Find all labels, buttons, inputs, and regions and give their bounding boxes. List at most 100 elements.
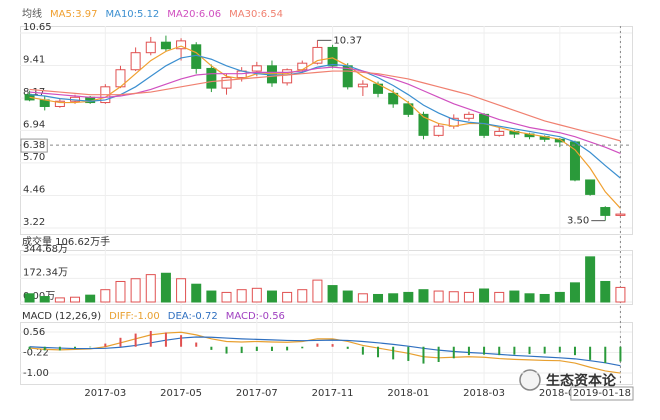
volume-bar [130, 278, 141, 303]
y-tick-label: 172.34万 [23, 267, 68, 278]
candle-body [282, 69, 293, 84]
macd-bar [361, 346, 364, 355]
macd-bar [164, 332, 167, 347]
macd-bar [28, 346, 31, 350]
x-tick-label: 2017-03 [84, 388, 126, 399]
macd-bar [210, 346, 213, 350]
macd-bar [604, 346, 607, 364]
candle-body [585, 179, 596, 195]
volume-bar [569, 282, 580, 303]
legend-entry: MA30:6.54 [229, 9, 283, 20]
candle-body [160, 41, 171, 50]
candle-body [176, 40, 187, 50]
x-tick-label: 2018-01 [387, 388, 429, 399]
macd-bar [255, 346, 258, 351]
y-tick-label: 0.56 [23, 327, 45, 338]
macd-bar [467, 346, 470, 356]
y-tick-label: 5.70 [23, 152, 45, 163]
legend-entry: DEA:-0.72 [168, 311, 218, 322]
volume-bar [85, 294, 96, 303]
x-tick-label: 2017-11 [312, 388, 354, 399]
macd-bar [195, 342, 198, 347]
candle-body [54, 100, 65, 107]
legend-entry: 均线 [22, 7, 42, 20]
candle-body [403, 103, 414, 115]
volume-bar [494, 291, 505, 303]
y-tick-label: 6.94 [23, 119, 45, 130]
volume-bar [191, 283, 202, 303]
candle-body [251, 65, 262, 72]
macd-bar [225, 346, 228, 354]
macd-bar [528, 346, 531, 355]
x-tick-label: 2017-07 [236, 388, 278, 399]
macd-bar [452, 346, 455, 359]
volume-bar [297, 289, 308, 303]
ma-line [29, 45, 621, 209]
y-tick-label: -1.00 [23, 368, 49, 379]
volume-bar [373, 293, 384, 303]
watermark-icon [519, 369, 541, 391]
volume-bar [418, 289, 429, 303]
macd-line [29, 331, 621, 374]
volume-bar [39, 296, 50, 303]
volume-bar [448, 291, 459, 303]
volume-bar [24, 293, 35, 303]
candle-body [297, 62, 308, 71]
volume-bar [100, 289, 111, 303]
candle-body [130, 52, 141, 71]
volume-bar [160, 272, 171, 303]
watermark: 生态资本论 [519, 369, 617, 391]
volume-bar [509, 290, 520, 303]
volume-bar [539, 293, 550, 303]
candle-body [463, 113, 474, 119]
volume-bar [54, 297, 65, 303]
macd-bar [437, 346, 440, 362]
label-box [20, 138, 48, 153]
candle-body [600, 207, 611, 216]
macd-bar [301, 346, 304, 349]
macd-panel [20, 322, 633, 385]
x-tick-label: 2018-03 [463, 388, 505, 399]
ma-line [29, 66, 621, 155]
x-tick-label: 2018-05 [539, 388, 581, 399]
volume-bar [479, 288, 490, 303]
macd-bar [346, 346, 349, 349]
min-label: 3.50 [567, 216, 589, 227]
legend-entry: MACD (12,26,9) [22, 311, 101, 322]
volume-bar [145, 274, 156, 303]
candle-body [327, 46, 338, 67]
volume-title: 成交量 106.62万手 [22, 235, 110, 248]
macd-bar [573, 346, 576, 356]
ma-line [29, 70, 621, 142]
volume-bar [615, 286, 626, 303]
macd-bar [104, 343, 107, 347]
macd-bar [58, 346, 61, 351]
macd-bar [392, 346, 395, 360]
candle-body [388, 92, 399, 105]
macd-bar [270, 346, 273, 351]
macd-bar [240, 346, 243, 354]
candle-body [494, 130, 505, 136]
candle-body [145, 41, 156, 54]
macd-line [29, 336, 621, 367]
macd-bar [331, 344, 334, 347]
legend-entry: MA10:5.12 [105, 9, 159, 20]
legend-entry: MA5:3.97 [50, 9, 97, 20]
candle-body [433, 125, 444, 136]
volume-bar [176, 278, 187, 303]
macd-bar [543, 346, 546, 354]
legend-entry: DIFF:-1.00 [109, 311, 160, 322]
volume-bar [70, 296, 81, 303]
ma-line [29, 54, 621, 179]
volume-bar [342, 290, 353, 303]
volume-bar [327, 285, 338, 303]
volume-bar [115, 280, 126, 303]
y-tick-label: 9.41 [23, 55, 45, 66]
watermark-text: 生态资本论 [546, 372, 617, 389]
y-tick-label: 0.00万 [23, 291, 55, 302]
label-box [570, 386, 634, 401]
macd-bar [134, 333, 137, 347]
x-tick-label: 2017-05 [160, 388, 202, 399]
macd-bar [483, 346, 486, 355]
